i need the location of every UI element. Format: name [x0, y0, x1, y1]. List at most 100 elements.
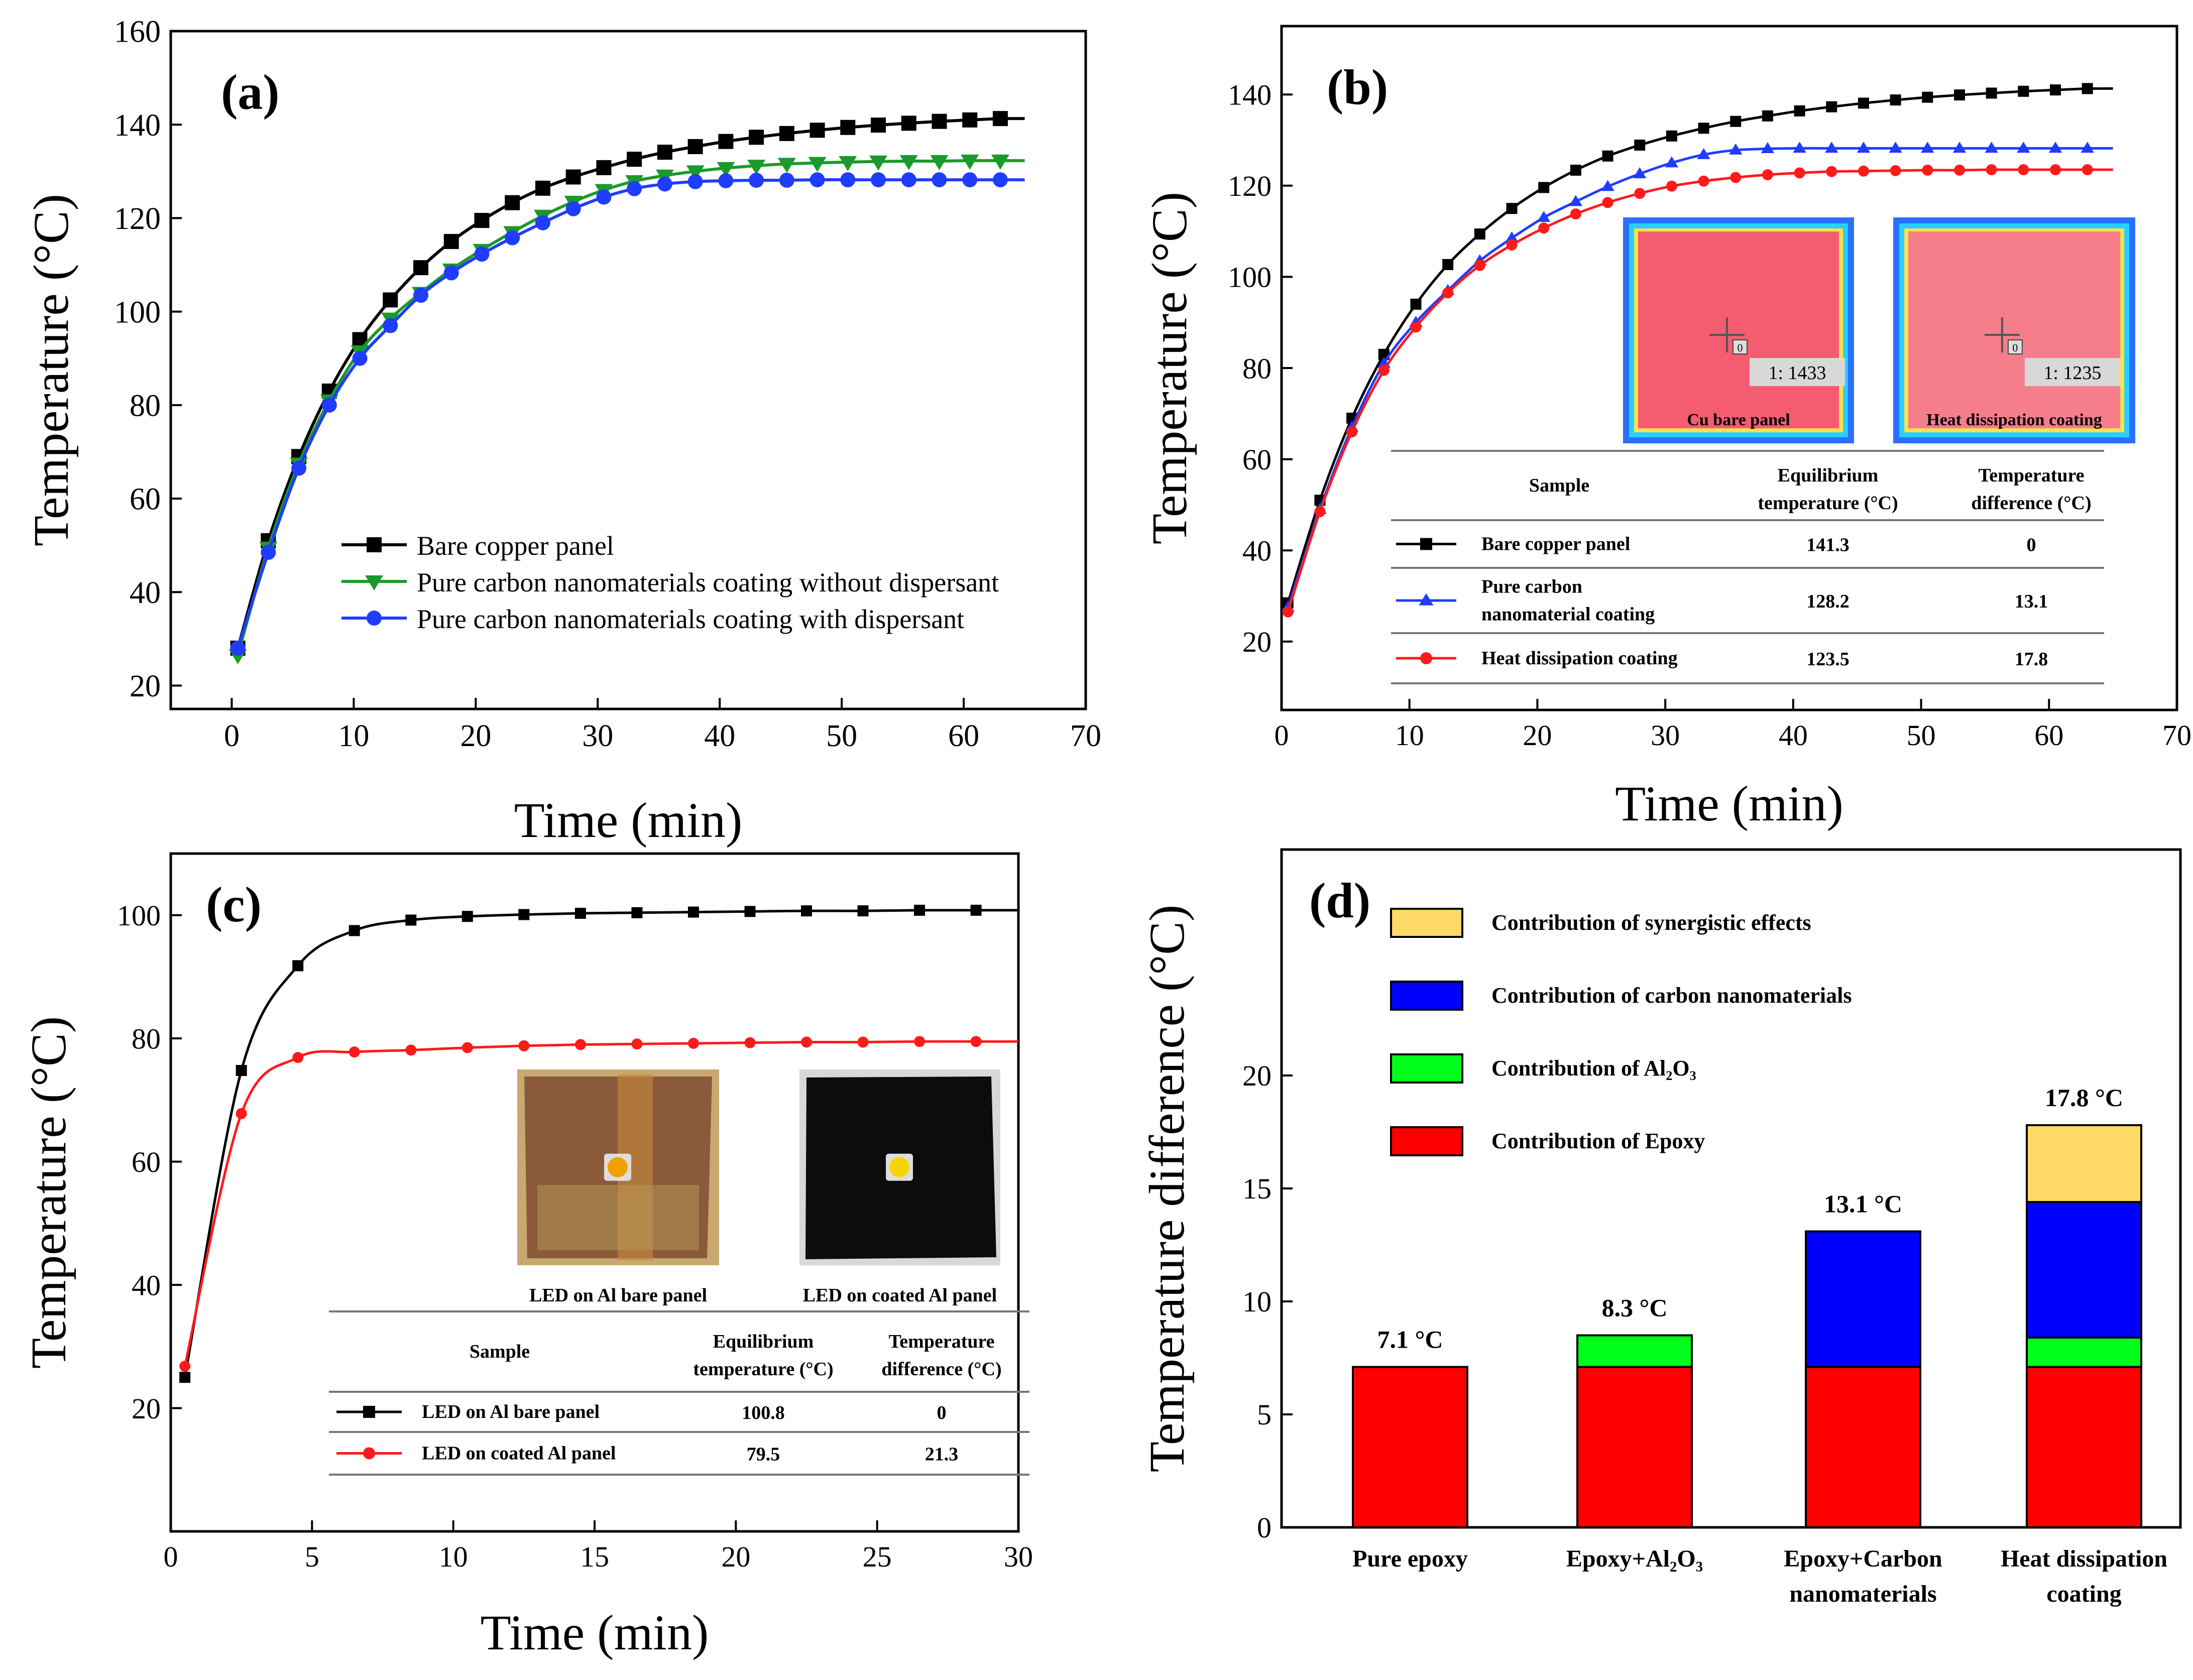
data-point	[1601, 180, 1614, 191]
data-point	[2017, 142, 2030, 153]
data-point	[1666, 180, 1677, 192]
data-point	[2082, 83, 2093, 94]
data-point	[405, 1044, 417, 1056]
y-tick-label: 15	[1242, 1172, 1272, 1205]
legend-label: Contribution of carbon nanomaterials	[1491, 983, 1852, 1008]
data-point	[565, 201, 581, 216]
x-category-label: Epoxy+Al₂O₃	[1566, 1545, 1703, 1572]
led-light	[608, 1157, 628, 1177]
data-point	[1378, 365, 1390, 376]
table-header: temperature (°C)	[693, 1359, 833, 1380]
thermal-image-2: 0 1: 1235 Heat dissipation coating	[1893, 217, 2135, 443]
data-point	[1953, 89, 1965, 101]
bar-total-label: 13.1 °C	[1824, 1190, 1902, 1218]
panel-label: (c)	[206, 877, 262, 932]
legend-swatch-marker	[1420, 538, 1432, 550]
data-point	[1506, 203, 1518, 214]
data-point	[914, 1036, 926, 1047]
data-point	[744, 906, 756, 917]
legend-label: Contribution of Epoxy	[1491, 1129, 1705, 1153]
x-tick-label: 30	[1004, 1540, 1033, 1573]
data-point	[962, 172, 978, 188]
table-cell: Heat dissipation coating	[1481, 648, 1678, 669]
data-point	[932, 113, 947, 129]
data-point	[1952, 142, 1967, 153]
x-tick-label: 50	[1907, 719, 1936, 752]
panel-d-chart: 0 5 10 15 20 Temperature difference (°C) (d) 7.…	[1139, 848, 2182, 1607]
legend-label: Bare copper panel	[417, 531, 614, 561]
table-cell: 141.3	[1806, 535, 1850, 556]
table-header: temperature (°C)	[1758, 493, 1898, 514]
x-tick-label: 10	[439, 1540, 468, 1573]
bar-segment	[2026, 1201, 2142, 1339]
data-point	[1506, 239, 1518, 251]
bar-segment	[1805, 1230, 1921, 1368]
data-point	[899, 155, 918, 170]
legend-swatch-marker	[367, 611, 382, 626]
x-category-label: Heat dissipation	[2001, 1545, 2167, 1572]
y-tick-label: 80	[130, 389, 161, 423]
table-header: Equilibrium	[1778, 465, 1879, 486]
data-point	[261, 545, 276, 560]
y-tick-label: 40	[132, 1269, 161, 1301]
led-photo-2: LED on coated Al panel	[799, 1069, 1000, 1306]
data-point	[2050, 84, 2061, 96]
data-point	[871, 117, 886, 133]
legend-swatch	[1390, 1126, 1463, 1156]
panel-label: (a)	[221, 64, 280, 120]
data-point	[179, 1372, 191, 1383]
y-tick-label: 100	[1228, 261, 1272, 294]
led-light	[889, 1157, 909, 1177]
data-point	[840, 119, 856, 135]
data-point	[657, 145, 672, 160]
data-point	[1986, 87, 1997, 99]
bar-segment	[2026, 1366, 2142, 1528]
data-point	[1730, 172, 1742, 183]
y-axis-label: Temperature difference (°C)	[1139, 905, 1195, 1473]
table-header: Sample	[1529, 475, 1589, 496]
led-photo-1: LED on Al bare panel	[517, 1069, 719, 1306]
data-point	[2018, 85, 2029, 97]
legend-label: Pure carbon nanomaterials coating withou…	[417, 567, 999, 597]
x-tick-label: 40	[1779, 719, 1808, 752]
table-cell: 128.2	[1806, 591, 1850, 612]
bar-total-label: 8.3 °C	[1601, 1294, 1667, 1322]
data-point	[857, 905, 869, 917]
table-header: Temperature	[1978, 465, 2084, 486]
bar-segment	[1576, 1334, 1693, 1368]
x-category-label: coating	[2046, 1581, 2121, 1607]
data-point	[1858, 165, 1869, 177]
data-point	[970, 1036, 982, 1047]
legend-swatch	[1390, 1053, 1463, 1084]
data-point	[871, 172, 886, 188]
legend-swatch-marker	[363, 1447, 375, 1460]
data-point	[1858, 97, 1869, 109]
legend-swatch-marker	[367, 537, 382, 552]
data-point	[518, 909, 530, 920]
inset-caption: Cu bare panel	[1687, 411, 1790, 429]
data-point	[505, 230, 520, 246]
data-point	[321, 397, 337, 413]
y-tick-label: 10	[1242, 1285, 1272, 1318]
table-cell: 123.5	[1806, 649, 1850, 670]
data-point	[352, 350, 368, 366]
data-point	[236, 1108, 247, 1119]
data-point	[914, 904, 926, 916]
data-point	[839, 156, 857, 171]
data-point	[1857, 142, 1871, 153]
crosshair-id-box	[2007, 339, 2023, 354]
crosshair-id-box	[1733, 339, 1748, 354]
data-point	[443, 265, 459, 281]
legend-swatch-marker	[1419, 593, 1434, 606]
table-cell: nanomaterial coating	[1481, 604, 1655, 625]
data-point	[1665, 156, 1679, 168]
inset-caption: LED on coated Al panel	[803, 1285, 997, 1306]
legend-swatch-marker	[365, 575, 383, 590]
thermal-panel	[1908, 231, 2120, 428]
data-point	[1762, 169, 1773, 181]
y-tick-label: 60	[130, 483, 161, 517]
y-tick-label: 20	[130, 669, 161, 703]
table-cell: 17.8	[2015, 649, 2048, 670]
table-cell: 100.8	[742, 1402, 785, 1423]
data-point	[1890, 94, 1901, 106]
